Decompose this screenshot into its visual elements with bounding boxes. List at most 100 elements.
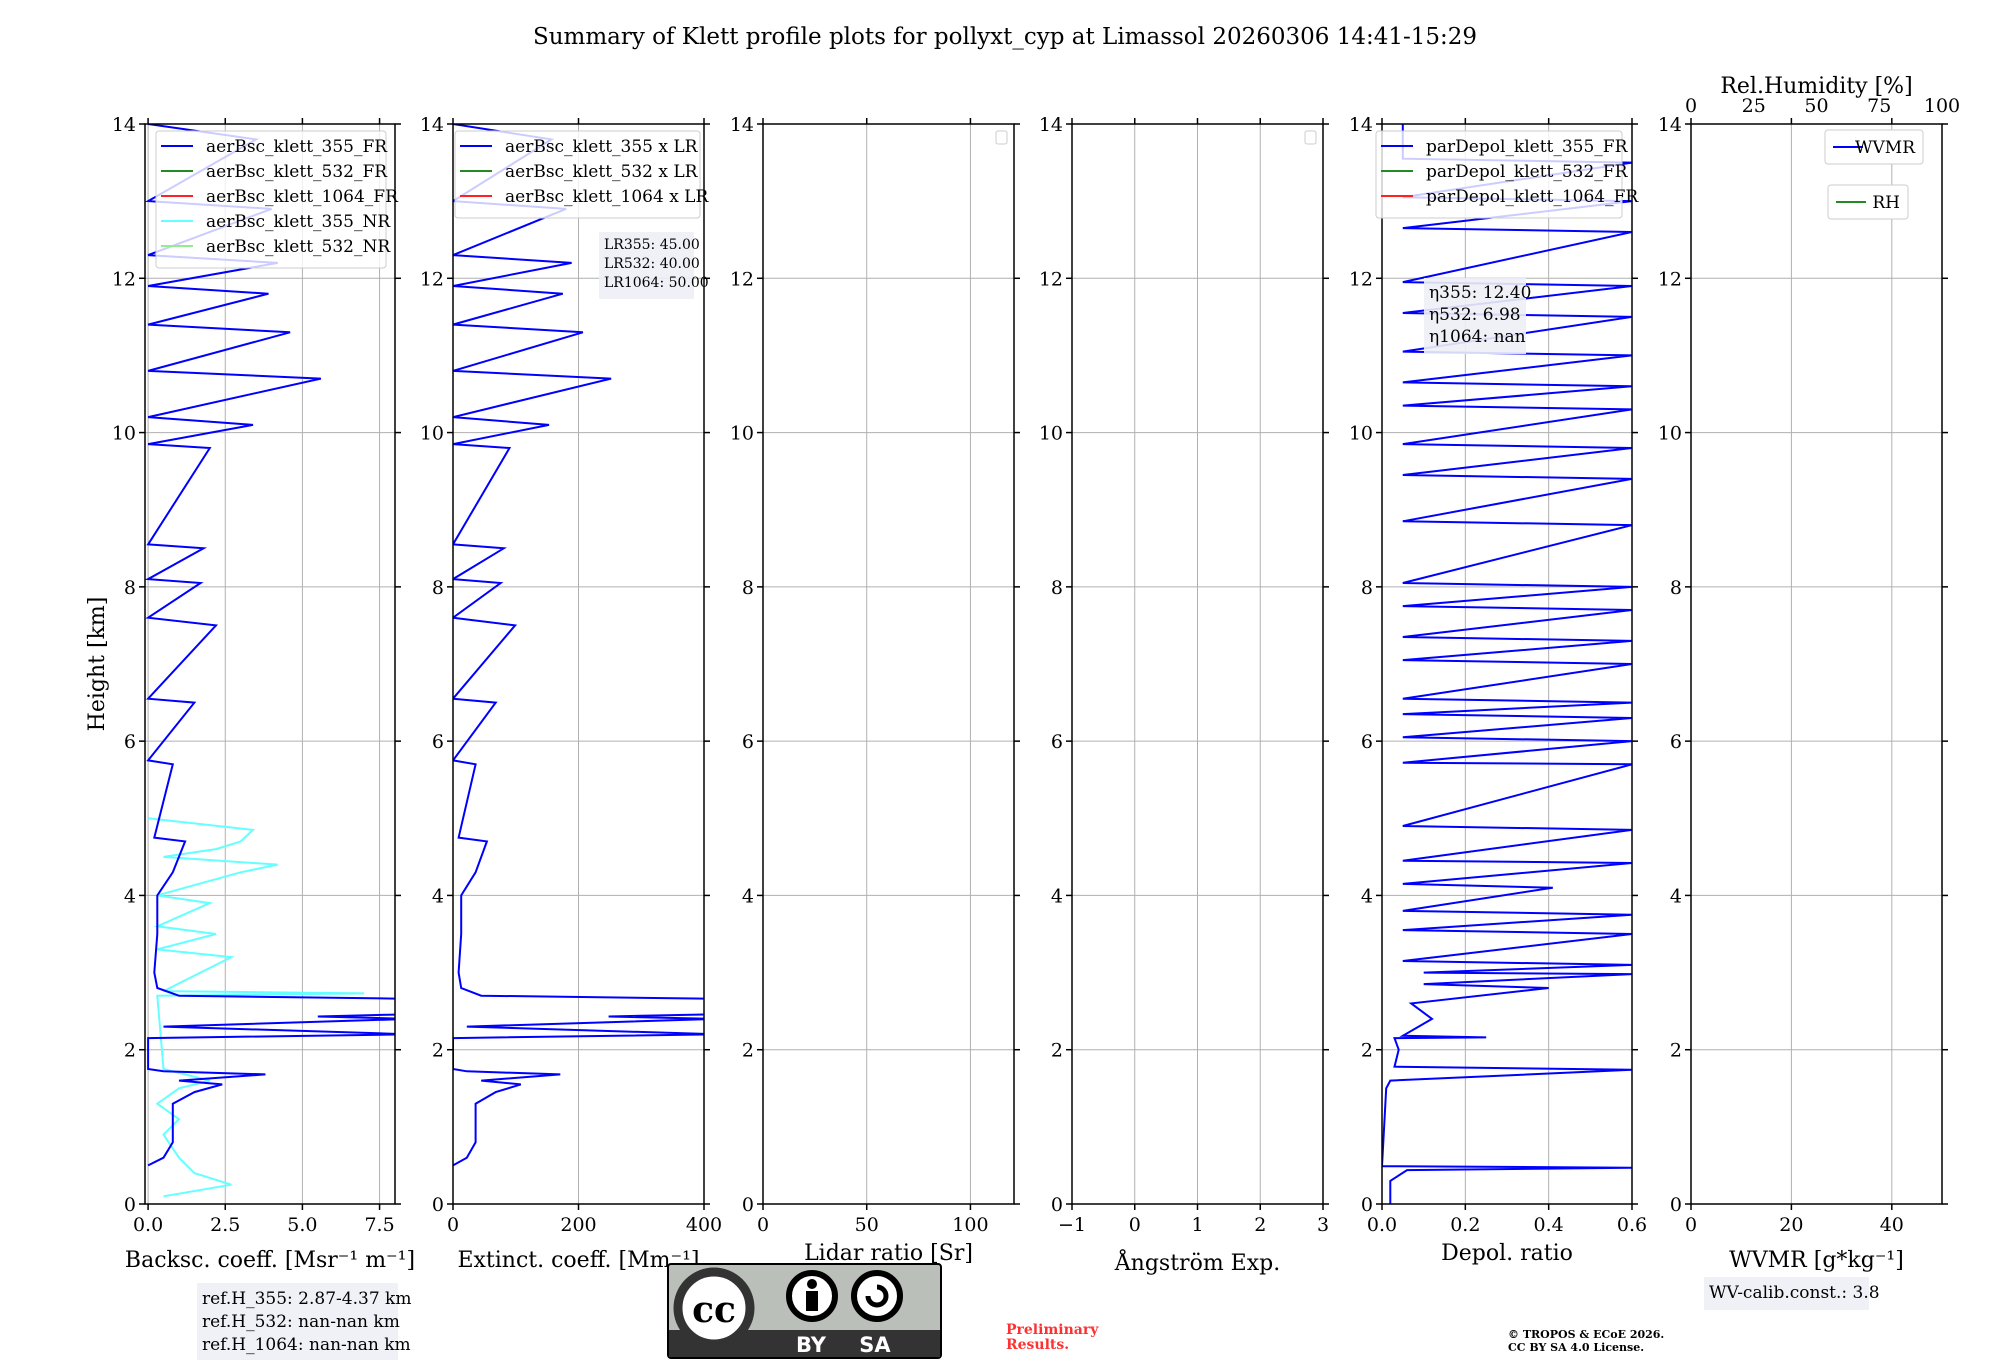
y-tick-label: 14	[1349, 114, 1373, 136]
info-line: ref.H_1064: nan-nan km	[202, 1335, 411, 1355]
x-tick-label: 0.0	[133, 1214, 163, 1236]
y-tick-label: 8	[1361, 577, 1373, 599]
series-line-aerbsc-klett-355-x-lr	[453, 124, 704, 1167]
x-tick-label: 0	[1685, 1214, 1697, 1236]
legend-box	[155, 130, 387, 269]
legend-label: aerBsc_klett_532 x LR	[505, 162, 699, 182]
x-tick-label: 1	[1191, 1214, 1203, 1236]
x-axis-label: Lidar ratio [Sr]	[804, 1241, 973, 1266]
legend: parDepol_klett_355_FR parDepol_klett_532_…	[1375, 130, 1639, 219]
extinction-panel: 0 2 4 6 8 10 12 14 0 200 400 Extinct. coeff. [Mm⁻¹]…	[420, 114, 722, 1273]
y-tick-label: 10	[1349, 423, 1373, 445]
y-tick-label: 8	[432, 577, 444, 599]
y-tick-label: 4	[124, 885, 136, 907]
y-tick-label: 2	[124, 1040, 136, 1062]
y-tick-label: 12	[1658, 268, 1682, 290]
cc-sa-label: SA	[859, 1333, 891, 1357]
y-tick-label: 4	[742, 885, 754, 907]
legend-label: parDepol_klett_532_FR	[1426, 162, 1629, 182]
y-tick-label: 12	[1039, 268, 1063, 290]
x-tick-label: 20	[1779, 1214, 1803, 1236]
info-line: LR532: 40.00	[604, 256, 700, 272]
x-tick-label: 3	[1317, 1214, 1329, 1236]
x-axis-label: Ångström Exp.	[1114, 1248, 1280, 1276]
y-tick-label: 0	[1051, 1194, 1063, 1216]
info-box: ref.H_355: 2.87-4.37 km ref.H_532: nan-na…	[197, 1283, 411, 1360]
y-tick-label: 10	[730, 423, 754, 445]
y-tick-label: 12	[1349, 268, 1373, 290]
y-tick-label: 6	[124, 731, 136, 753]
legend-box	[1824, 129, 1924, 165]
info-line: WV-calib.const.: 3.8	[1709, 1283, 1880, 1303]
axes-frame	[762, 123, 1015, 1205]
y-tick-label: 0	[1670, 1194, 1682, 1216]
cc-icon	[673, 1267, 755, 1349]
figure-title: Summary of Klett profile plots for polly…	[533, 24, 1477, 50]
info-line: LR355: 45.00	[604, 237, 700, 253]
lidar-ratio-panel: 0 2 4 6 8 10 12 14 0 50 100 Lidar ratio [Sr]	[730, 114, 1020, 1266]
legend-label: aerBsc_klett_355 x LR	[505, 137, 699, 157]
x-axis-label: WVMR [g*kg⁻¹]	[1729, 1248, 1904, 1273]
x-tick-label: 0.4	[1534, 1214, 1564, 1236]
cc-logo-text: cc	[692, 1289, 736, 1331]
top-x-axis-label: Rel.Humidity [%]	[1720, 74, 1912, 99]
y-tick-label: 0	[432, 1194, 444, 1216]
y-tick-label: 2	[432, 1040, 444, 1062]
empty-legend	[995, 130, 1008, 145]
legend-label: parDepol_klett_355_FR	[1426, 137, 1629, 157]
empty-legend	[1304, 130, 1317, 145]
y-tick-label: 2	[1670, 1040, 1682, 1062]
y-tick-label: 6	[1051, 731, 1063, 753]
backscatter-panel: 0 2 4 6 8 10 12 14 0.0 2.5 5.0 7.5 Backsc. coeff. [M…	[112, 114, 415, 1360]
y-tick-label: 12	[730, 268, 754, 290]
y-tick-label: 2	[1361, 1040, 1373, 1062]
legend-label: aerBsc_klett_355_NR	[206, 212, 391, 232]
legend-label: parDepol_klett_1064_FR	[1426, 187, 1639, 207]
cc-by-sa-logo: cc BY SA	[667, 1263, 942, 1359]
legend: WVMR RH	[1824, 129, 1924, 220]
series-line-aerbsc-klett-355-nr	[147, 817, 365, 1198]
y-tick-label: 4	[1361, 885, 1373, 907]
axes-frame	[452, 123, 705, 1205]
cc-by-label: BY	[796, 1333, 827, 1357]
x-tick-label: −1	[1058, 1214, 1086, 1236]
axes-frame	[144, 123, 396, 1205]
y-tick-label: 12	[112, 268, 136, 290]
x-axis-label: Extinct. coeff. [Mm⁻¹]	[457, 1248, 699, 1273]
legend-label: WVMR	[1855, 138, 1916, 158]
preliminary-label: Preliminary	[1006, 1322, 1099, 1338]
legend: aerBsc_klett_355 x LR aerBsc_klett_532 x …	[454, 130, 709, 219]
info-line: ref.H_355: 2.87-4.37 km	[202, 1289, 411, 1309]
x-tick-label: 50	[855, 1214, 879, 1236]
y-tick-label: 4	[432, 885, 444, 907]
x-tick-label: 200	[560, 1214, 596, 1236]
copyright-line-2: CC BY SA 4.0 License.	[1508, 1341, 1644, 1354]
y-tick-label: 0	[1361, 1194, 1373, 1216]
series-line-aerbsc-klett-355-fr	[145, 124, 395, 1167]
top-x-tick-label: 100	[1924, 95, 1960, 117]
x-axis-label: Backsc. coeff. [Msr⁻¹ m⁻¹]	[125, 1248, 415, 1273]
info-line: ref.H_532: nan-nan km	[202, 1312, 400, 1332]
y-tick-label: 8	[1670, 577, 1682, 599]
top-x-tick-label: 75	[1867, 95, 1891, 117]
x-tick-label: 100	[952, 1214, 988, 1236]
x-tick-label: 5.0	[287, 1214, 317, 1236]
x-tick-label: 2	[1254, 1214, 1266, 1236]
copyright-line-1: © TROPOS & ECoE 2026.	[1508, 1328, 1664, 1341]
top-x-tick-label: 50	[1804, 95, 1828, 117]
info-line: η1064: nan	[1429, 327, 1526, 347]
x-tick-label: 40	[1880, 1214, 1904, 1236]
depol-panel: 0 2 4 6 8 10 12 14 0.0 0.2 0.4 0.6 Depol. ratio parDe…	[1349, 114, 1647, 1266]
legend-label: aerBsc_klett_532_FR	[206, 162, 388, 182]
y-tick-label: 14	[112, 114, 136, 136]
legend-box	[1827, 184, 1909, 220]
legend-label: aerBsc_klett_1064_FR	[206, 187, 399, 207]
info-line: η532: 6.98	[1429, 305, 1521, 325]
y-tick-label: 10	[1658, 423, 1682, 445]
y-tick-label: 10	[112, 423, 136, 445]
y-tick-label: 8	[742, 577, 754, 599]
x-tick-label: 0.6	[1617, 1214, 1647, 1236]
x-tick-label: 0.0	[1367, 1214, 1397, 1236]
